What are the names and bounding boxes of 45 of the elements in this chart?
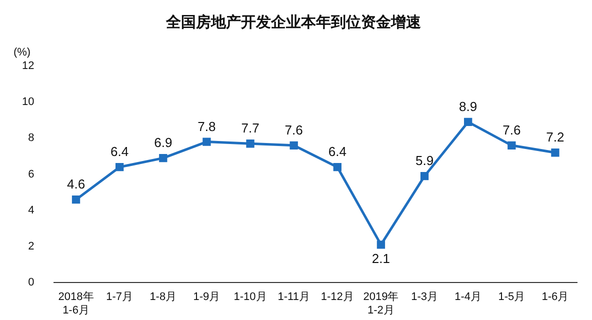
data-label: 8.9: [459, 99, 478, 114]
data-label: 7.2: [546, 130, 564, 145]
x-tick-label: 2018年 1-6月: [58, 291, 94, 316]
point: [333, 163, 342, 172]
y-tick-label: 6: [28, 168, 34, 180]
x-tick-label: 1-3月: [411, 291, 438, 304]
data-label: 6.4: [328, 144, 346, 160]
point: [159, 154, 168, 162]
x-tick-label: 1-8月: [150, 291, 177, 304]
x-tick-label: 1-12月: [320, 291, 354, 304]
point: [508, 141, 516, 150]
point: [551, 148, 560, 157]
y-tick-label: 10: [22, 96, 34, 108]
point: [464, 118, 472, 126]
point: [116, 163, 124, 172]
point: [246, 140, 254, 148]
data-label: 7.8: [198, 118, 216, 134]
x-tick-label: 1-11月: [278, 291, 310, 304]
data-label: 7.6: [502, 122, 521, 138]
point: [376, 240, 386, 249]
data-label: 2.1: [372, 250, 390, 266]
chart-title: 全国房地产开发企业本年到位资金增速: [165, 13, 422, 32]
data-label: 5.9: [415, 153, 434, 168]
y-tick-label: 0: [28, 276, 34, 289]
point: [290, 141, 298, 150]
y-tick-label: 8: [28, 132, 34, 144]
data-label: 6.4: [110, 144, 129, 160]
x-tick-label: 1-7月: [106, 291, 134, 304]
point: [202, 138, 211, 146]
x-tick-label: 1-4月: [454, 291, 482, 304]
x-tick-label: 1-5月: [498, 291, 526, 304]
x-tick-label: 2019年 1-2月: [363, 291, 399, 316]
data-label: 4.6: [66, 176, 86, 192]
y-tick-label: 12: [22, 60, 34, 72]
data-label: 7.7: [241, 120, 260, 136]
point: [72, 195, 80, 204]
x-tick-label: 1-9月: [193, 291, 220, 304]
data-label: 6.9: [154, 135, 172, 150]
x-tick-label: 1-6月: [542, 291, 569, 304]
point: [420, 172, 429, 180]
x-tick-label: 1-10月: [234, 291, 267, 304]
y-tick-label: 2: [28, 240, 34, 253]
y-tick-label: 4: [28, 204, 34, 216]
y-axis-title: (%): [13, 46, 31, 59]
data-label: 7.6: [284, 122, 303, 138]
